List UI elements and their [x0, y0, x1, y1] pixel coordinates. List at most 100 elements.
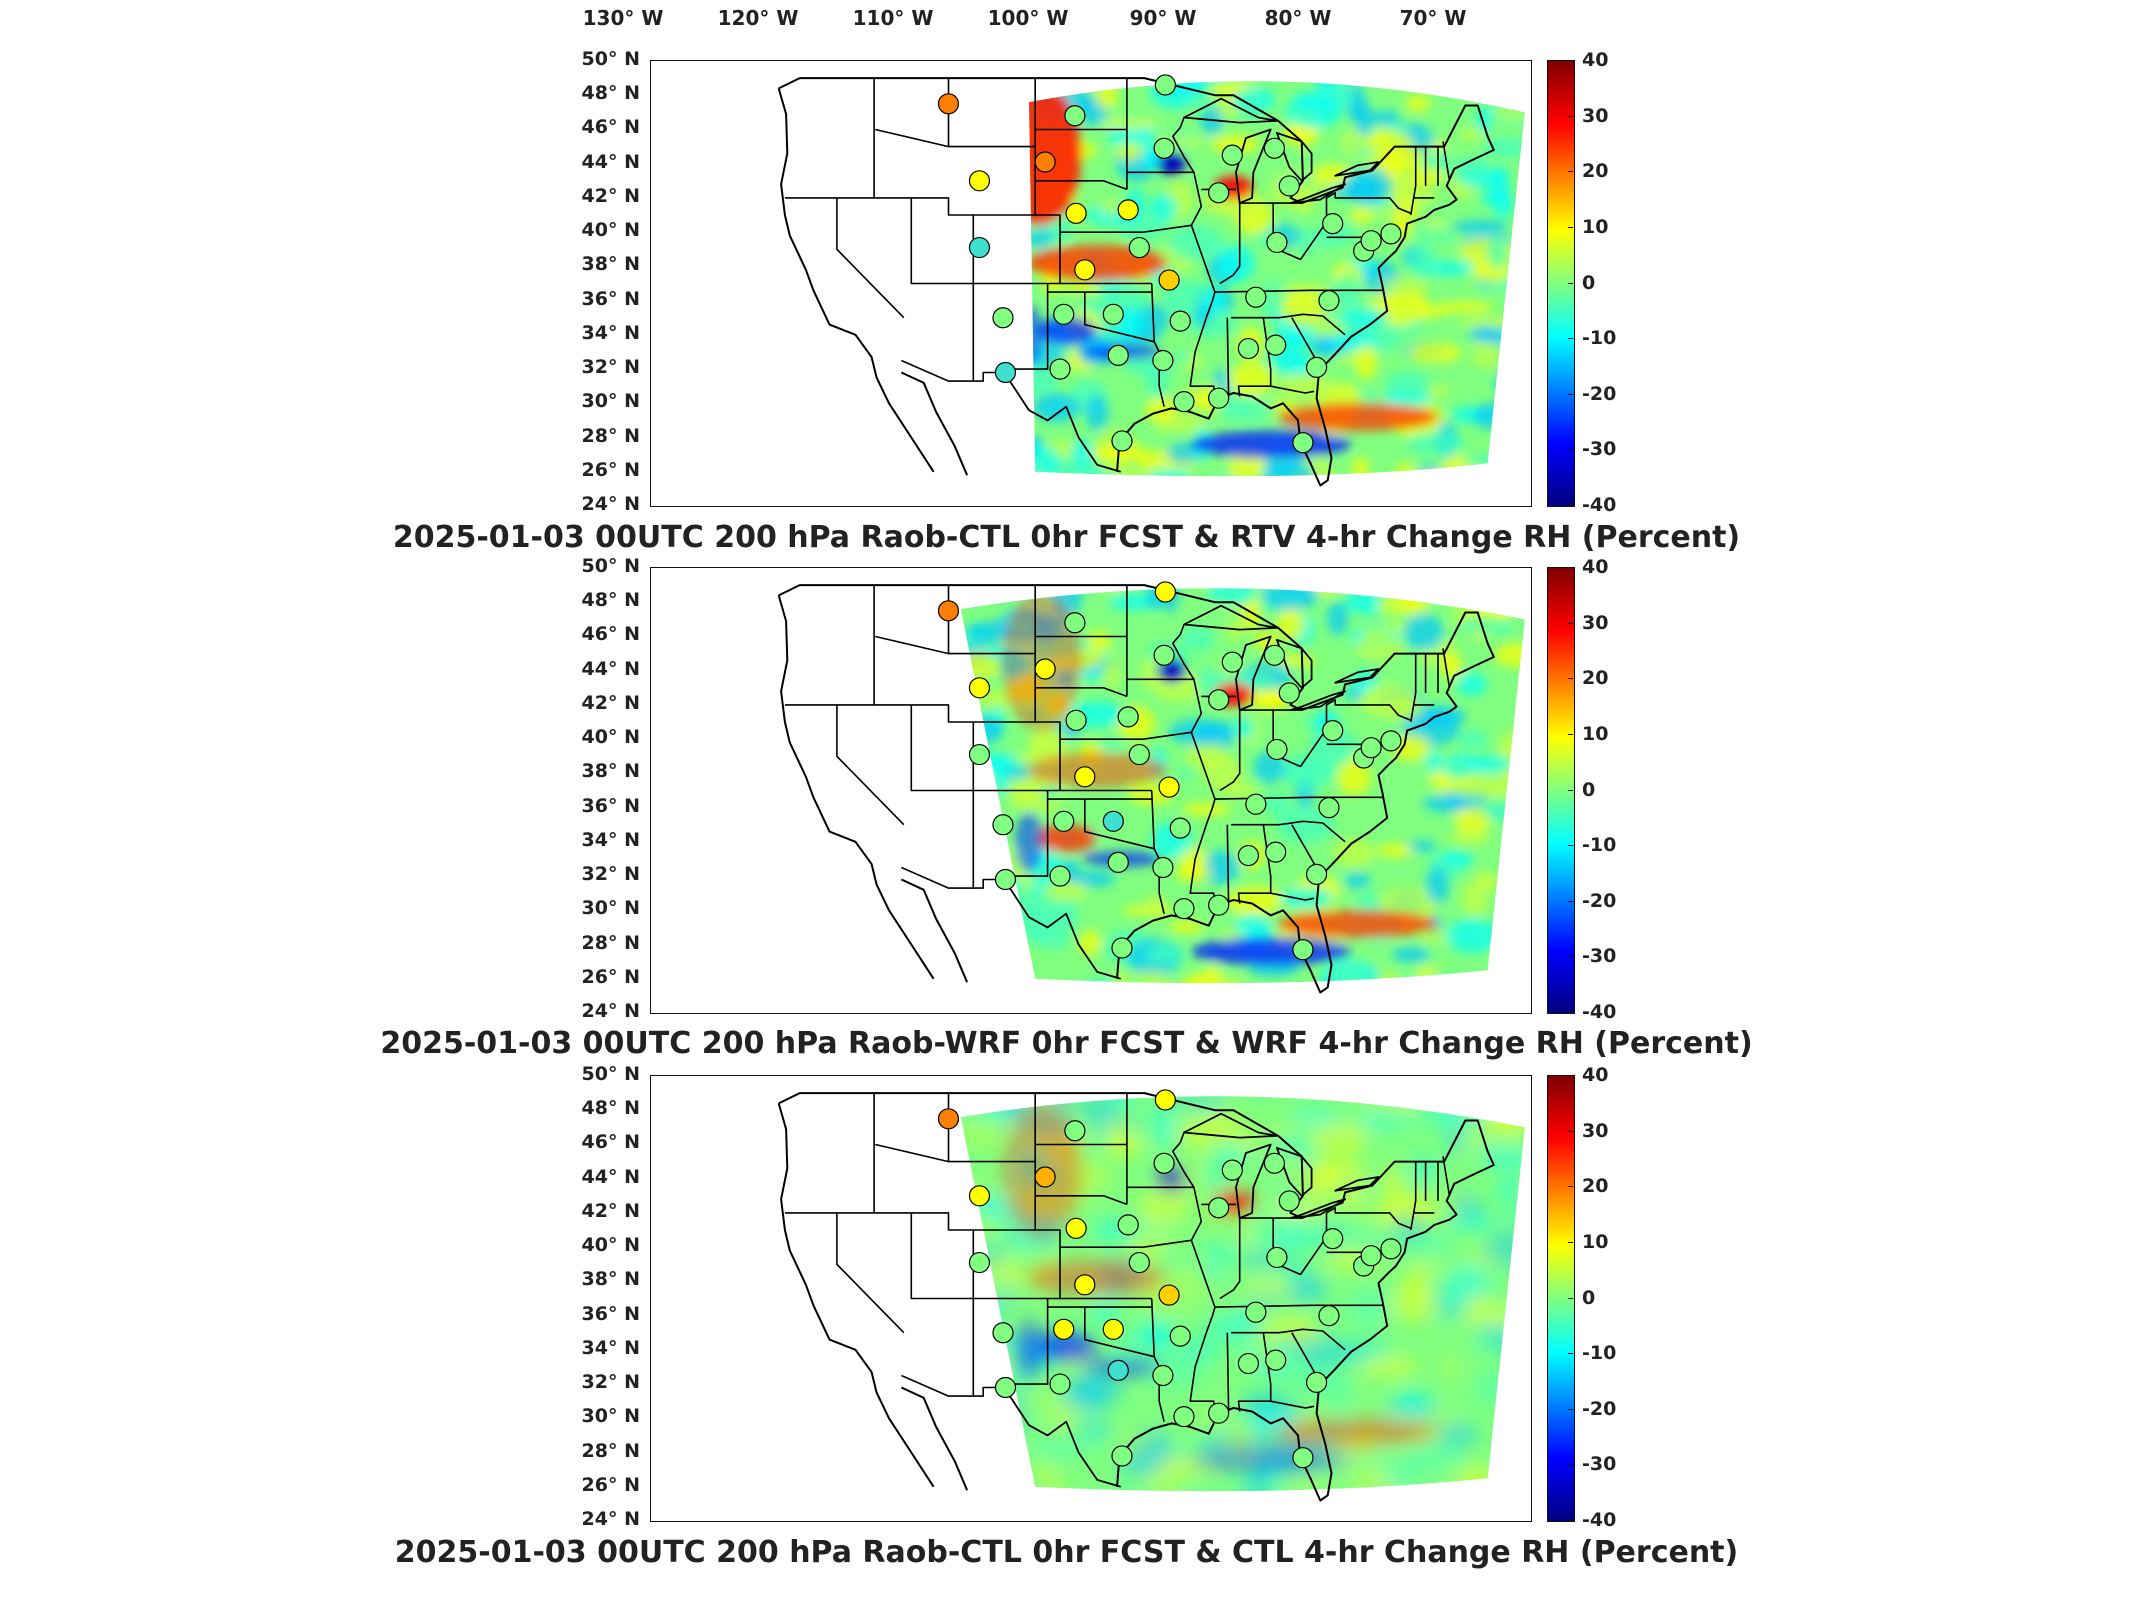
field-blotch: [1102, 1101, 1149, 1112]
raob-station-marker: [1266, 738, 1288, 761]
baja-coastline: [900, 878, 969, 983]
colorbar-tickmark: [1568, 567, 1573, 568]
field-blotch: [1418, 491, 1460, 501]
latitude-label: 34° N: [581, 321, 640, 344]
field-blotch: [971, 1349, 997, 1377]
field-blotch: [1166, 442, 1200, 465]
great-lake-outline: [1276, 1147, 1313, 1197]
colorbar-tickmark: [1568, 115, 1573, 117]
field-blotch: [1392, 946, 1431, 963]
raob-station-marker: [1360, 1245, 1382, 1267]
raob-station-marker: [1153, 1152, 1175, 1174]
field-blotch: [1494, 642, 1525, 668]
field-blotch: [1389, 1286, 1440, 1322]
field-blotch: [995, 1500, 1015, 1521]
field-blotch: [1425, 866, 1450, 904]
field-blotch: [1318, 81, 1376, 83]
latitude-label: 30° N: [581, 1405, 640, 1428]
state-border: [901, 359, 1005, 382]
field-blotch: [1230, 1483, 1289, 1492]
latitude-label: 44° N: [581, 1165, 640, 1188]
field-blotch: [1281, 291, 1324, 328]
great-lake-outline: [1276, 639, 1313, 689]
raob-station-marker: [937, 1108, 960, 1130]
field-blotch: [1426, 751, 1443, 775]
field-blotch: [1032, 393, 1081, 423]
raob-station-marker: [968, 1185, 991, 1207]
longitude-label: 120° W: [717, 6, 799, 30]
raob-station-marker: [1266, 231, 1288, 254]
field-blotch: [1281, 887, 1333, 909]
field-blotch: [1112, 1332, 1138, 1363]
raob-station-marker: [1265, 1349, 1287, 1371]
raob-station-marker: [1064, 1120, 1086, 1142]
colorbar-tickmark: [1568, 1130, 1573, 1132]
raob-station-marker: [1169, 817, 1191, 839]
raob-station-marker: [1169, 310, 1191, 332]
raob-station-marker: [1266, 1246, 1288, 1269]
raob-station-marker: [1074, 1274, 1096, 1296]
field-blotch: [1091, 444, 1150, 462]
raob-station-marker: [1305, 1371, 1328, 1393]
field-blotch: [1110, 1138, 1148, 1154]
field-blotch: [1457, 729, 1489, 750]
colorbar-tickmark: [1568, 1012, 1573, 1013]
field-blotch: [1431, 988, 1475, 1010]
field-blotch: [1380, 1474, 1418, 1487]
field-blotch: [1081, 484, 1135, 506]
latitude-label: 32° N: [581, 863, 640, 886]
field-blotch: [1208, 981, 1233, 984]
field-blotch: [1355, 633, 1403, 660]
gulf-atlantic-coastline: [778, 584, 1495, 994]
field-blotch: [1267, 1507, 1326, 1521]
longitude-label: 90° W: [1129, 6, 1197, 30]
field-blotch: [1303, 1001, 1326, 1013]
field-blotch: [1053, 912, 1079, 930]
raob-station-marker: [1153, 644, 1175, 666]
field-blotch: [1384, 622, 1407, 634]
state-border: [1226, 317, 1230, 397]
colorbar-tickmark: [1568, 733, 1573, 735]
state-border: [1219, 203, 1241, 285]
field-blotch: [1148, 467, 1175, 477]
field-blotch: [1037, 81, 1090, 88]
field-blotch: [1089, 988, 1146, 1013]
great-lake-outline: [1183, 604, 1278, 631]
field-blotch: [960, 806, 979, 844]
state-border: [836, 197, 905, 319]
colorbar-tickmark: [1568, 789, 1573, 791]
field-blotch: [1457, 996, 1503, 1010]
field-blotch: [986, 1503, 1006, 1521]
state-border: [1442, 648, 1450, 687]
raob-station-marker: [1208, 1402, 1230, 1424]
state-border: [1326, 192, 1412, 215]
field-blotch: [1078, 930, 1102, 956]
colorbar-tick-label: 20: [1582, 1175, 1609, 1198]
field-blotch: [1261, 460, 1315, 477]
field-blotch: [1046, 994, 1078, 1013]
raob-station-marker: [1245, 793, 1267, 815]
field-blotch: [960, 1398, 1000, 1422]
field-blotch: [1336, 1336, 1393, 1363]
longitude-label: 70° W: [1399, 6, 1467, 30]
field-blotch: [983, 1076, 1004, 1089]
field-blotch: [1261, 279, 1287, 318]
field-blotch: [1505, 1484, 1524, 1492]
latitude-label: 32° N: [581, 356, 640, 379]
rh-map-panel: [650, 1075, 1532, 1522]
field-blotch: [1451, 1218, 1497, 1230]
field-blotch: [1459, 316, 1513, 329]
colorbar-tickmark: [1568, 1186, 1573, 1188]
field-blotch: [1497, 964, 1525, 976]
raob-station-marker: [994, 1376, 1017, 1399]
raob-station-marker: [1053, 1318, 1075, 1340]
state-border: [1189, 732, 1216, 907]
raob-station-marker: [1221, 1159, 1243, 1181]
field-blotch: [1355, 1484, 1400, 1492]
field-blotch: [1377, 593, 1404, 617]
field-blotch: [1047, 993, 1078, 1003]
field-blotch: [1119, 216, 1168, 240]
raob-station-marker: [1117, 1214, 1139, 1236]
latitude-label: 24° N: [581, 1000, 640, 1022]
field-blotch: [1507, 1474, 1525, 1488]
